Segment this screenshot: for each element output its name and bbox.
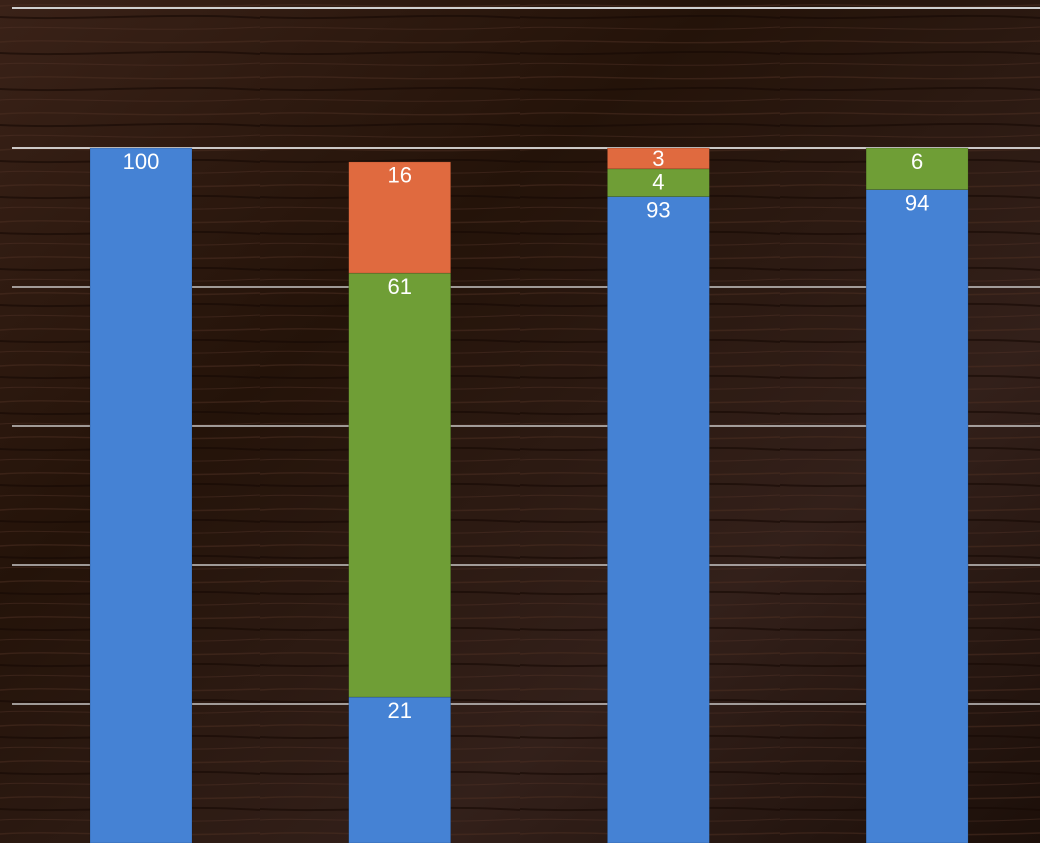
bar-segment <box>89 147 193 843</box>
data-label: 100 <box>123 149 160 174</box>
data-label: 61 <box>387 274 411 299</box>
bar-segment <box>607 168 710 197</box>
bars <box>89 147 969 843</box>
bar-segment <box>865 189 969 843</box>
data-label: 16 <box>387 163 411 188</box>
data-label: 6 <box>911 149 923 174</box>
bar-segment <box>348 696 452 843</box>
bar-segment <box>607 196 710 843</box>
data-label: 93 <box>646 197 670 222</box>
bar-segment <box>607 147 710 170</box>
data-label: 3 <box>652 146 664 171</box>
bar-segment <box>348 161 452 274</box>
data-label: 94 <box>905 191 929 216</box>
bar-segment <box>865 147 969 191</box>
data-label: 4 <box>652 170 664 195</box>
bar-segment <box>348 272 452 698</box>
data-label: 21 <box>387 698 411 723</box>
